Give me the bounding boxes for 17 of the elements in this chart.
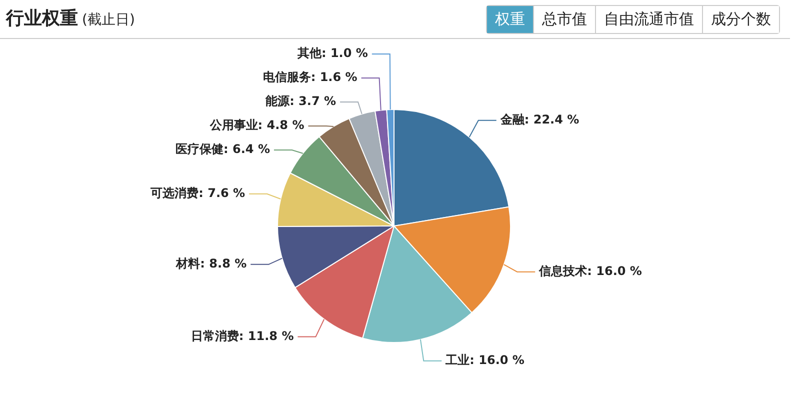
text: 成分个数 [702,6,779,33]
text: 自由流通市值 [595,6,702,33]
slice-label: 材料: 8.8 % [175,256,247,271]
slice-label: 电信服务: 1.6 % [262,70,358,84]
slice-label: 工业: 16.0 % [444,353,524,368]
slice-label: 医疗保健: 6.4 % [176,142,270,156]
text: 权重 [487,6,533,33]
chart-title: 行业权重 [6,8,78,29]
slice-label: 能源: 3.7 % [266,94,336,108]
text: 总市值 [533,6,595,33]
slice-label: 公用事业: 4.8 % [208,118,304,132]
slice-label: 金融: 22.4 % [499,112,580,126]
slice-label: 信息技术: 16.0 % [538,264,642,278]
chart-subtitle: (截止日) [82,12,135,28]
slice-label: 可选消费: 7.6 % [150,186,246,200]
slice-label: 其他: 1.0 % [296,46,368,60]
slice-label: 日常消费: 11.8 % [190,328,294,343]
